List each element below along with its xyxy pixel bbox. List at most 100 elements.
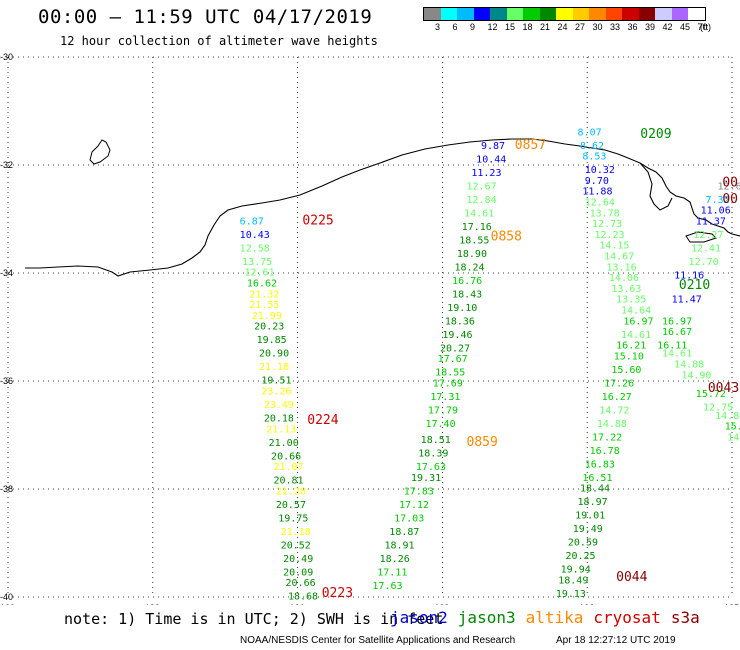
pass-time-label: 0224 bbox=[307, 413, 338, 428]
wave-height-value: 18.55 bbox=[435, 368, 465, 379]
longitude-label: 135 bbox=[724, 603, 739, 605]
legend-label: 30 bbox=[592, 22, 603, 32]
wave-height-value: 17.69 bbox=[433, 378, 463, 389]
wave-height-value: 18.68 bbox=[288, 592, 318, 603]
wave-height-value: 13.78 bbox=[590, 208, 620, 219]
pass-time-label: 0857 bbox=[515, 138, 546, 153]
wave-height-value: 19.49 bbox=[573, 524, 603, 535]
legend-label: 27 bbox=[575, 22, 586, 32]
wave-height-value: 7.32 bbox=[705, 195, 729, 206]
wave-height-value: 15.17 bbox=[725, 422, 740, 433]
wave-height-value: 8.62 bbox=[580, 141, 604, 152]
wave-height-value: 11.88 bbox=[582, 187, 612, 198]
legend-swatch bbox=[638, 8, 655, 20]
color-scale-legend bbox=[423, 7, 706, 21]
wave-height-value: 17.16 bbox=[462, 222, 492, 233]
pass-time-labels: 0225 0224 0223 0857 0858 0859 0209 0210 0043 0044… bbox=[302, 127, 739, 601]
wave-height-value: 18.97 bbox=[578, 497, 608, 508]
wave-height-value: 11.06 bbox=[701, 206, 731, 217]
longitude-label: 126 bbox=[290, 603, 305, 605]
wave-height-value: 12.73 bbox=[592, 219, 622, 230]
legend-swatch bbox=[473, 8, 490, 20]
wave-height-value: 20.66 bbox=[271, 451, 301, 462]
legend-swatch bbox=[523, 8, 540, 20]
wave-height-value: 16.83 bbox=[585, 459, 615, 470]
legend-swatch bbox=[605, 8, 622, 20]
wave-height-value: 19.75 bbox=[278, 513, 308, 524]
pass-time-label: 00 bbox=[722, 192, 738, 207]
wave-height-value: 11.47 bbox=[672, 295, 702, 306]
credit-line: NOAA/NESDIS Center for Satellite Applica… bbox=[240, 635, 516, 646]
wave-height-value: 23.26 bbox=[261, 387, 291, 398]
legend-label: 21 bbox=[540, 22, 551, 32]
wave-height-value: 20.81 bbox=[273, 476, 303, 487]
pass-time-label: 0043 bbox=[708, 381, 739, 396]
wave-height-value: 13.16 bbox=[607, 262, 637, 273]
wave-height-value: 16.21 bbox=[616, 341, 646, 352]
legend-swatch bbox=[424, 8, 441, 20]
wave-height-value: 12.70 bbox=[689, 257, 719, 268]
kangaroo-island bbox=[685, 231, 717, 243]
footnote: note: 1) Time is in UTC; 2) SWH is in fe… bbox=[64, 610, 444, 628]
wave-height-value: 20.18 bbox=[264, 414, 294, 425]
wave-height-value: 18.87 bbox=[389, 527, 419, 538]
longitude-label: 132 bbox=[579, 603, 594, 605]
australia-coastline bbox=[25, 138, 740, 277]
color-scale-unit: (ft) bbox=[700, 22, 711, 32]
wave-height-value: 21.18 bbox=[281, 527, 311, 538]
wave-height-value: 16.78 bbox=[590, 446, 620, 457]
wave-height-value: 11.16 bbox=[674, 270, 704, 281]
legend-label: 15 bbox=[505, 22, 516, 32]
satellite-jason3: jason3 bbox=[457, 608, 516, 627]
legend-swatch bbox=[440, 8, 457, 20]
wave-height-value: 14.90 bbox=[681, 370, 711, 381]
wave-height-value: 17.11 bbox=[377, 567, 407, 578]
legend-label: 6 bbox=[452, 22, 458, 32]
legend-label: 12 bbox=[487, 22, 498, 32]
wave-height-value: 14.80 bbox=[715, 411, 740, 422]
pass-time-label: 0209 bbox=[640, 127, 671, 142]
wave-height-value: 12.84 bbox=[467, 195, 497, 206]
wave-height-value: 10.43 bbox=[240, 230, 270, 241]
wave-height-value: 20.66 bbox=[286, 578, 316, 589]
wave-height-value: 20.23 bbox=[254, 322, 284, 333]
wave-height-value: 13.75 bbox=[242, 257, 272, 268]
wave-height-value: 17.79 bbox=[428, 405, 458, 416]
longitude-label: 129 bbox=[434, 603, 449, 605]
wave-height-value: 12.61 bbox=[245, 268, 275, 279]
satellite-s3a: s3a bbox=[670, 608, 700, 627]
altimeter-tracks: 6.8710.4312.5813.7512.6116.6221.3221.552… bbox=[240, 127, 740, 602]
wave-height-value: 8.53 bbox=[582, 152, 606, 163]
page-title: 00:00 – 11:59 UTC 04/17/2019 bbox=[38, 6, 373, 28]
wave-height-value: 12.67 bbox=[718, 181, 740, 192]
wave-height-value: 21.28 bbox=[276, 486, 306, 497]
wave-height-value: 14.61 bbox=[662, 349, 692, 360]
wave-height-value: 12.67 bbox=[467, 181, 497, 192]
legend-swatch bbox=[556, 8, 573, 20]
wave-height-value: 15.60 bbox=[611, 365, 641, 376]
wave-height-value: 8.07 bbox=[578, 127, 602, 138]
track-altika-central: 9.8710.4411.2312.6712.8414.6117.1618.551… bbox=[372, 141, 506, 592]
wave-height-value: 20.90 bbox=[259, 349, 289, 360]
legend-label: 39 bbox=[645, 22, 656, 32]
wave-height-value: 14.15 bbox=[599, 241, 629, 252]
wave-height-value: 23.49 bbox=[264, 400, 294, 411]
latitude-label: -38 bbox=[0, 484, 13, 494]
wave-height-value: 14.88 bbox=[597, 419, 627, 430]
wave-height-value: 19.01 bbox=[575, 511, 605, 522]
wave-height-value: 19.51 bbox=[261, 376, 291, 387]
wave-height-value: 21.13 bbox=[266, 424, 296, 435]
wave-height-value: 10.32 bbox=[585, 165, 615, 176]
latitude-label: -34 bbox=[0, 268, 13, 278]
wave-height-value: 9.87 bbox=[481, 141, 505, 152]
wave-height-value: 12.23 bbox=[594, 230, 624, 241]
spencer-gulf-coast bbox=[639, 162, 673, 211]
wave-height-value: 14.61 bbox=[621, 330, 651, 341]
wave-height-value: 16.67 bbox=[662, 327, 692, 338]
legend-swatch bbox=[622, 8, 639, 20]
wave-height-value: 17.26 bbox=[604, 378, 634, 389]
wave-height-value: 20.27 bbox=[440, 343, 470, 354]
wave-height-value: 18.55 bbox=[459, 235, 489, 246]
wave-height-value: 18.24 bbox=[454, 262, 484, 273]
legend-label: 24 bbox=[557, 22, 568, 32]
